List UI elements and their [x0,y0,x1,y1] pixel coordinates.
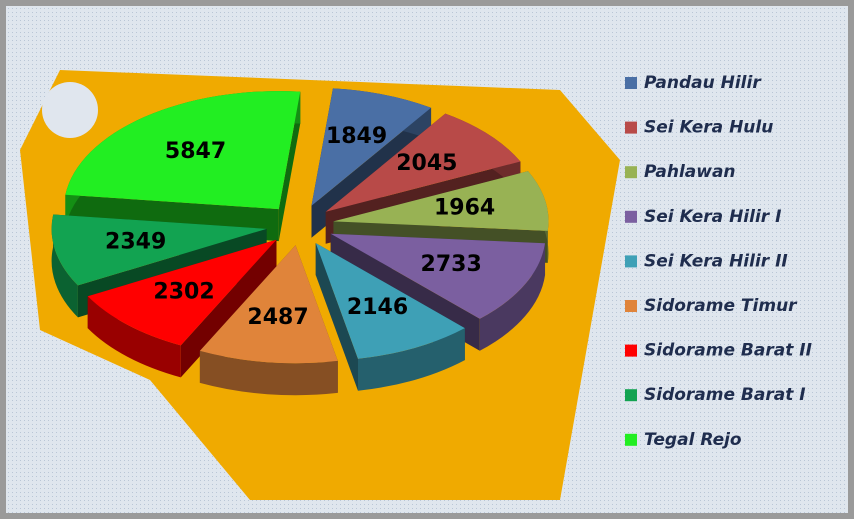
data-label: 2733 [421,252,482,277]
chart: 1849 5847 2045 1964 2349 2733 2302 2146 2487 Pan… [0,0,854,519]
data-label: 2302 [153,279,214,304]
legend-label: Sei Kera Hilir II [644,251,788,271]
data-label: 1849 [326,124,387,149]
data-label: 2487 [247,305,308,330]
legend-label: Pahlawan [644,162,736,182]
legend-swatch [625,389,637,401]
data-label: 1964 [434,195,495,220]
legend-swatch [625,77,637,89]
data-label: 5847 [165,139,226,164]
legend-label: Sei Kera Hulu [644,118,773,138]
legend-swatch [625,434,637,446]
legend-swatch [625,255,637,267]
legend-swatch [625,211,637,223]
legend-swatch [625,166,637,178]
legend-label: Pandau Hilir [644,73,762,93]
legend-label: Sidorame Barat II [644,341,812,361]
legend-swatch [625,345,637,357]
data-label: 2146 [347,295,408,320]
legend-label: Sidorame Timur [644,296,798,316]
legend-label: Tegal Rejo [644,430,742,450]
data-label: 2045 [396,151,457,176]
legend-label: Sidorame Barat I [644,385,806,405]
data-label: 2349 [105,230,166,255]
legend-label: Sei Kera Hilir I [644,207,781,227]
legend-swatch [625,122,637,134]
legend-swatch [625,300,637,312]
